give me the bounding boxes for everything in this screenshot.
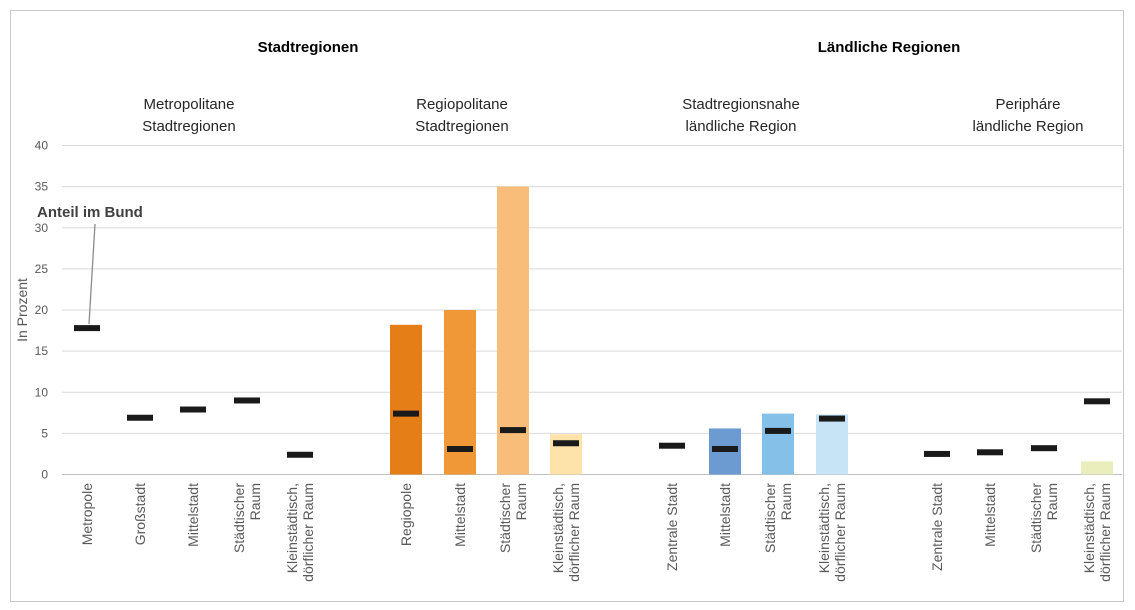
bar	[816, 414, 848, 475]
subgroup-title-regio: Regiopolitane	[416, 96, 508, 113]
y-tick-label: 10	[35, 385, 49, 399]
y-tick-label: 30	[35, 221, 49, 235]
bund-marker	[447, 446, 473, 453]
bar	[762, 413, 794, 475]
subgroup-title-metro: Stadtregionen	[142, 118, 235, 135]
subgroup-title-regio: Stadtregionen	[415, 118, 508, 135]
y-tick-label: 20	[35, 303, 49, 317]
category-label: Mittelstadt	[717, 483, 733, 547]
bar	[550, 434, 582, 475]
bund-marker	[287, 451, 313, 458]
bund-marker	[234, 397, 260, 404]
bund-marker	[500, 427, 526, 434]
category-label: Städtischer	[1028, 483, 1044, 553]
y-tick-label: 15	[35, 344, 49, 358]
category-label: Metropole	[79, 483, 95, 545]
bund-marker	[74, 325, 100, 332]
category-label: Städtischer	[762, 483, 778, 553]
category-label: Mittelstadt	[452, 483, 468, 547]
bund-marker	[819, 415, 845, 422]
y-tick-label: 25	[35, 262, 49, 276]
bund-marker	[659, 442, 685, 449]
bund-marker	[553, 440, 579, 447]
group-title-land: Ländliche Regionen	[818, 39, 961, 56]
bund-marker	[1084, 398, 1110, 405]
chart-frame	[10, 10, 1124, 602]
category-label: dörflicher Raum	[832, 483, 848, 582]
category-label: Raum	[513, 483, 529, 520]
subgroup-title-periph: Peripháre	[995, 96, 1060, 113]
category-label: Zentrale Stadt	[929, 483, 945, 571]
category-label: Zentrale Stadt	[664, 483, 680, 571]
bund-marker	[393, 410, 419, 417]
bar	[497, 186, 529, 475]
category-label: Kleinstädtisch,	[284, 483, 300, 573]
category-label: dörflicher Raum	[1097, 483, 1113, 582]
category-label: Kleinstädtisch,	[550, 483, 566, 573]
annotation-leader-line	[88, 223, 96, 325]
group-title-stadt: Stadtregionen	[258, 39, 359, 56]
category-label: Raum	[247, 483, 263, 520]
bund-marker	[977, 449, 1003, 456]
category-label: Mittelstadt	[982, 483, 998, 547]
category-label: Kleinstädtisch,	[816, 483, 832, 573]
y-tick-label: 40	[35, 139, 49, 153]
category-label: Regiopole	[398, 483, 414, 546]
category-label: Großstadt	[132, 483, 148, 545]
y-tick-label: 35	[35, 180, 49, 194]
bund-marker	[180, 406, 206, 413]
bund-marker	[127, 414, 153, 421]
subgroup-title-stnah: Stadtregionsnahe	[682, 96, 800, 113]
bund-marker	[1031, 445, 1057, 452]
category-label: dörflicher Raum	[566, 483, 582, 582]
category-label: Mittelstadt	[185, 483, 201, 547]
y-tick-label: 0	[41, 468, 48, 482]
bund-marker	[924, 450, 950, 457]
category-label: Raum	[778, 483, 794, 520]
subgroup-title-periph: ländliche Region	[973, 118, 1084, 135]
category-label: Raum	[1044, 483, 1060, 520]
category-label: Städtischer	[231, 483, 247, 553]
subgroup-title-metro: Metropolitane	[144, 96, 235, 113]
bund-marker	[712, 446, 738, 453]
annotation-label: Anteil im Bund	[37, 204, 143, 221]
category-label: Städtischer	[497, 483, 513, 553]
category-label: dörflicher Raum	[300, 483, 316, 582]
category-label: Kleinstädtisch,	[1081, 483, 1097, 573]
y-tick-label: 5	[41, 426, 48, 440]
bar	[390, 324, 422, 475]
bund-marker	[765, 427, 791, 434]
bar	[1081, 461, 1113, 475]
subgroup-title-stnah: ländliche Region	[686, 118, 797, 135]
y-axis-label: In Prozent	[14, 278, 30, 342]
